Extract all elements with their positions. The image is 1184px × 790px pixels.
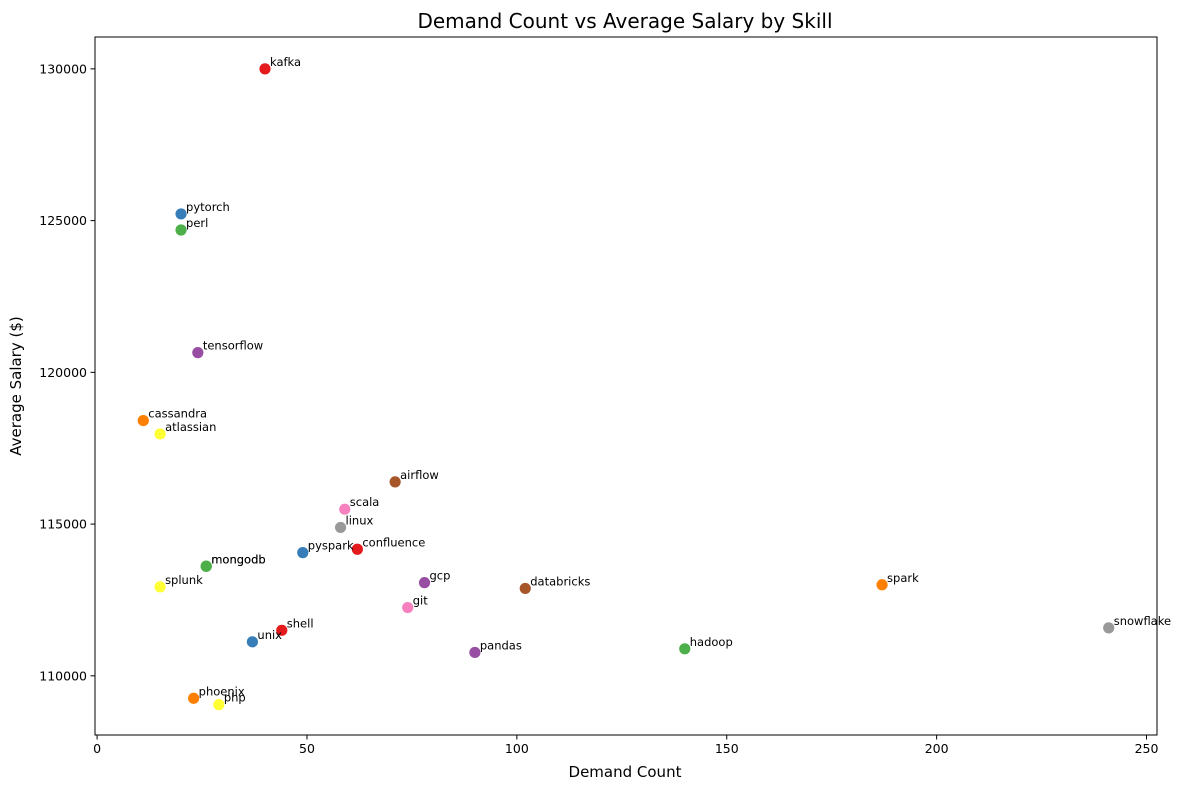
data-point-hadoop <box>679 643 691 655</box>
data-points <box>137 63 1115 711</box>
point-label-airflow: airflow <box>400 468 439 482</box>
point-label-tensorflow: tensorflow <box>203 339 263 353</box>
chart-title: Demand Count vs Average Salary by Skill <box>417 9 832 33</box>
point-label-unix: unix <box>257 628 282 642</box>
x-tick-label: 100 <box>505 741 529 756</box>
point-label-databricks: databricks <box>530 574 590 588</box>
data-point-spark <box>876 579 888 591</box>
data-point-confluence <box>351 543 363 555</box>
point-labels: kafka pytorch perl tensorflow cassandraatlas… <box>148 55 1171 705</box>
plot-frame <box>94 36 1158 736</box>
y-tick-label: 115000 <box>39 517 87 532</box>
x-axis-label: Demand Count <box>569 763 682 781</box>
data-point-scala <box>339 503 351 515</box>
point-label-scala: scala <box>350 495 380 509</box>
data-point-git <box>402 601 414 614</box>
point-label-splunk: splunk <box>165 573 203 587</box>
data-point-phoenix <box>188 692 200 704</box>
data-point-databricks <box>519 582 531 595</box>
data-point-pytorch <box>175 208 187 220</box>
point-label-spark: spark <box>887 571 919 585</box>
data-point-unix <box>246 636 259 648</box>
data-point-pyspark <box>297 547 309 559</box>
x-tick-label: 50 <box>299 741 315 756</box>
data-point-kafka <box>259 63 271 75</box>
point-label-gcp: gcp <box>430 569 451 583</box>
point-label-atlassian: atlassian <box>165 420 216 434</box>
point-label-hadoop: hadoop <box>690 635 733 649</box>
point-label-pandas: pandas <box>480 638 522 652</box>
point-label-git: git <box>413 594 428 608</box>
x-tick-label: 0 <box>93 741 101 756</box>
data-point-shell <box>276 624 288 636</box>
data-point-perl <box>175 224 187 236</box>
point-label-pyspark: pyspark <box>308 539 354 553</box>
data-point-mongodb <box>200 560 212 572</box>
axis-ticks: 0 50 100 150 200 250 110000 115000 120000 125000 1… <box>39 61 1158 756</box>
point-label-phoenix: phoenix <box>199 684 245 698</box>
point-label-pytorch: pytorch <box>186 200 230 214</box>
data-point-linux <box>334 521 347 534</box>
data-point-tensorflow <box>192 347 204 359</box>
data-point-splunk <box>154 581 166 593</box>
point-label-shell: shell <box>287 616 314 630</box>
point-label-cassandra: cassandra <box>148 407 207 421</box>
point-label-confluence: confluence <box>362 535 425 549</box>
x-tick-label: 250 <box>1135 741 1159 756</box>
data-point-pandas <box>469 646 481 659</box>
data-point-cassandra <box>137 414 149 427</box>
y-tick-label: 110000 <box>39 668 87 683</box>
data-point-php <box>213 699 225 711</box>
x-tick-label: 200 <box>925 741 949 756</box>
point-label-perl: perl <box>186 216 208 230</box>
y-tick-label: 120000 <box>39 365 87 380</box>
point-label-snowflake: snowflake <box>1114 614 1171 628</box>
point-label-linux: linux <box>346 513 374 527</box>
point-label-kafka: kafka <box>270 55 301 69</box>
y-axis-label: Average Salary ($) <box>7 316 25 456</box>
y-tick-label: 125000 <box>39 213 87 228</box>
data-point-snowflake <box>1103 622 1115 634</box>
y-tick-label: 130000 <box>39 61 87 76</box>
data-point-atlassian <box>154 428 166 440</box>
x-tick-label: 150 <box>715 741 739 756</box>
data-point-gcp <box>418 577 431 589</box>
data-point-airflow <box>389 476 401 488</box>
point-label-mongodb: mongodb <box>211 552 265 566</box>
point-label-php: php <box>224 691 246 705</box>
point-label-mongodb: mongodb <box>211 552 265 566</box>
